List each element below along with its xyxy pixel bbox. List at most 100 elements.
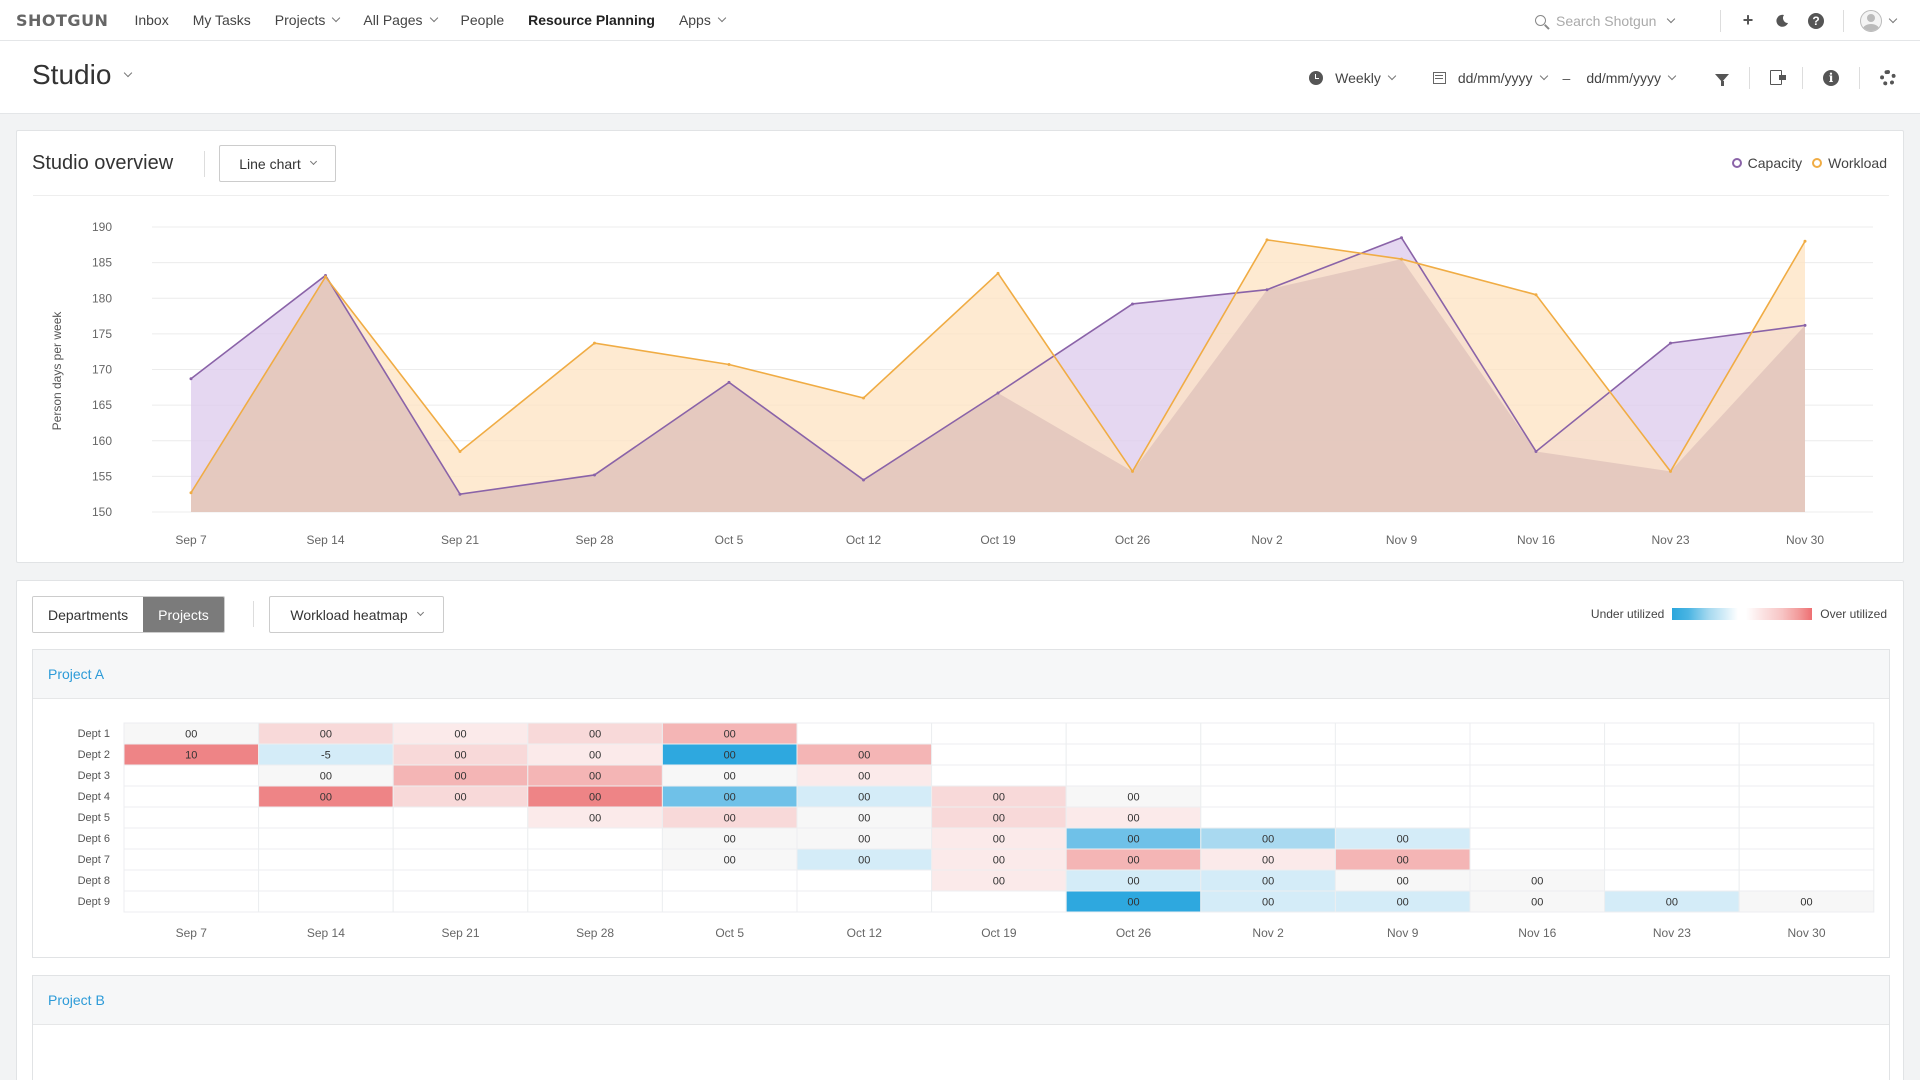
heatmap-cell [392, 827, 529, 850]
heatmap-cell-value: 00 [1127, 792, 1139, 804]
data-point[interactable] [458, 449, 462, 453]
period-select[interactable]: Weekly [1309, 70, 1397, 86]
data-point[interactable] [1131, 469, 1134, 473]
heatmap-cell [123, 890, 260, 913]
nav-item-resource-planning[interactable]: Resource Planning [528, 12, 655, 28]
chart-type-select[interactable]: Line chart [219, 145, 336, 182]
data-point[interactable] [1265, 288, 1269, 292]
heatmap-view-select[interactable]: Workload heatmap [269, 596, 444, 633]
over-utilized-gradient [1746, 608, 1813, 620]
project-header[interactable]: Project A [33, 650, 1889, 699]
tab-departments[interactable]: Departments [33, 597, 144, 632]
nav-item-apps[interactable]: Apps [678, 12, 727, 28]
week-label: Oct 5 [715, 926, 744, 940]
export-icon [1770, 70, 1786, 85]
heatmap-cell [1738, 764, 1875, 787]
data-point[interactable] [727, 380, 731, 384]
data-point[interactable] [1803, 323, 1807, 327]
question-mark: ? [1808, 12, 1824, 29]
heatmap-cell [1469, 785, 1606, 808]
heatmap-cell [1065, 764, 1202, 787]
legend-item-workload[interactable]: Workload [1812, 155, 1887, 171]
help-icon[interactable]: ? [1805, 10, 1827, 32]
calendar-icon [1432, 71, 1446, 84]
nav-item-my-tasks[interactable]: My Tasks [193, 12, 251, 28]
clock-icon [1309, 70, 1324, 85]
area-overlap [191, 259, 1805, 512]
data-point[interactable] [458, 492, 462, 496]
chevron-down-icon[interactable] [1888, 14, 1898, 23]
data-point[interactable] [593, 473, 596, 477]
filter-button[interactable] [1715, 73, 1729, 86]
heatmap-cell [1200, 764, 1336, 787]
project-header[interactable]: Project B [33, 976, 1889, 1025]
y-tick-label: 180 [92, 291, 112, 305]
settings-button[interactable] [1880, 69, 1896, 86]
nav-item-all-pages[interactable]: All Pages [363, 12, 438, 28]
heatmap-cell-value: 00 [185, 729, 197, 741]
plus-icon[interactable]: + [1742, 10, 1754, 30]
data-point[interactable] [1803, 239, 1807, 243]
heatmap-cell-value: 00 [993, 813, 1005, 825]
heatmap-cell [392, 890, 529, 913]
nav-item-label: People [460, 12, 505, 28]
heatmap-cell [1334, 806, 1471, 829]
heatmap-cell-value: 00 [1531, 876, 1543, 888]
workload-heatmap: Dept 1 00 00 00 00 00 Dept 2 10 -5 00 00 00 00 Dept 3… [78, 722, 1875, 940]
data-point[interactable] [996, 271, 1000, 275]
data-point[interactable] [862, 478, 865, 482]
nav-item-people[interactable]: People [461, 12, 505, 28]
data-point[interactable] [593, 341, 596, 345]
data-point[interactable] [727, 363, 731, 367]
chevron-down-icon [124, 68, 133, 78]
data-point[interactable] [862, 396, 865, 400]
heatmap-cell [1604, 743, 1740, 766]
x-tick-label: Oct 5 [715, 533, 744, 547]
y-tick-label: 160 [92, 434, 112, 448]
heatmap-cell-value: 00 [1800, 897, 1812, 909]
page-title[interactable]: Studio [32, 59, 133, 91]
export-button[interactable] [1770, 70, 1786, 85]
project-name[interactable]: Project A [48, 666, 105, 682]
divider [204, 151, 205, 177]
heatmap-cell [1200, 785, 1336, 808]
heatmap-cell [1334, 764, 1471, 787]
data-point[interactable] [1534, 293, 1538, 297]
data-point[interactable] [189, 491, 193, 495]
data-point[interactable] [1131, 302, 1134, 306]
heatmap-cell [392, 869, 529, 892]
legend-item-capacity[interactable]: Capacity [1731, 155, 1802, 171]
info-icon: i [1823, 69, 1839, 86]
heatmap-cell-value: 00 [454, 729, 466, 741]
heatmap-cell [527, 890, 663, 913]
data-point[interactable] [1669, 341, 1672, 345]
search-input[interactable]: Search Shotgun [1535, 13, 1710, 29]
info-button[interactable]: i [1823, 69, 1839, 86]
heatmap-cell[interactable] [1738, 890, 1875, 913]
data-point[interactable] [189, 377, 193, 381]
data-point[interactable] [324, 275, 327, 279]
legend-marker-icon [1812, 158, 1823, 168]
heatmap-cell [796, 722, 933, 745]
moon-icon[interactable] [1771, 10, 1793, 32]
nav-item-label: Apps [678, 12, 711, 28]
date-to-picker[interactable]: dd/mm/yyyy [1586, 70, 1677, 86]
heatmap-cell [123, 848, 260, 871]
overview-title: Studio overview [32, 152, 174, 174]
data-point[interactable] [1534, 449, 1538, 453]
data-point[interactable] [996, 391, 1000, 395]
nav-item-label: Inbox [134, 12, 169, 28]
data-point[interactable] [1265, 238, 1269, 242]
nav-item-projects[interactable]: Projects [275, 12, 341, 28]
project-name[interactable]: Project B [48, 992, 105, 1008]
data-point[interactable] [1400, 236, 1403, 240]
heatmap-cell [1604, 722, 1740, 745]
nav-item-inbox[interactable]: Inbox [134, 12, 168, 28]
logo[interactable]: SHOTGUN [16, 10, 109, 30]
date-from-picker[interactable]: dd/mm/yyyy [1432, 70, 1548, 86]
avatar-icon[interactable] [1860, 9, 1882, 32]
tab-projects[interactable]: Projects [143, 597, 224, 632]
data-point[interactable] [1400, 257, 1403, 261]
data-point[interactable] [1669, 469, 1672, 473]
nav-item-label: My Tasks [192, 12, 251, 28]
